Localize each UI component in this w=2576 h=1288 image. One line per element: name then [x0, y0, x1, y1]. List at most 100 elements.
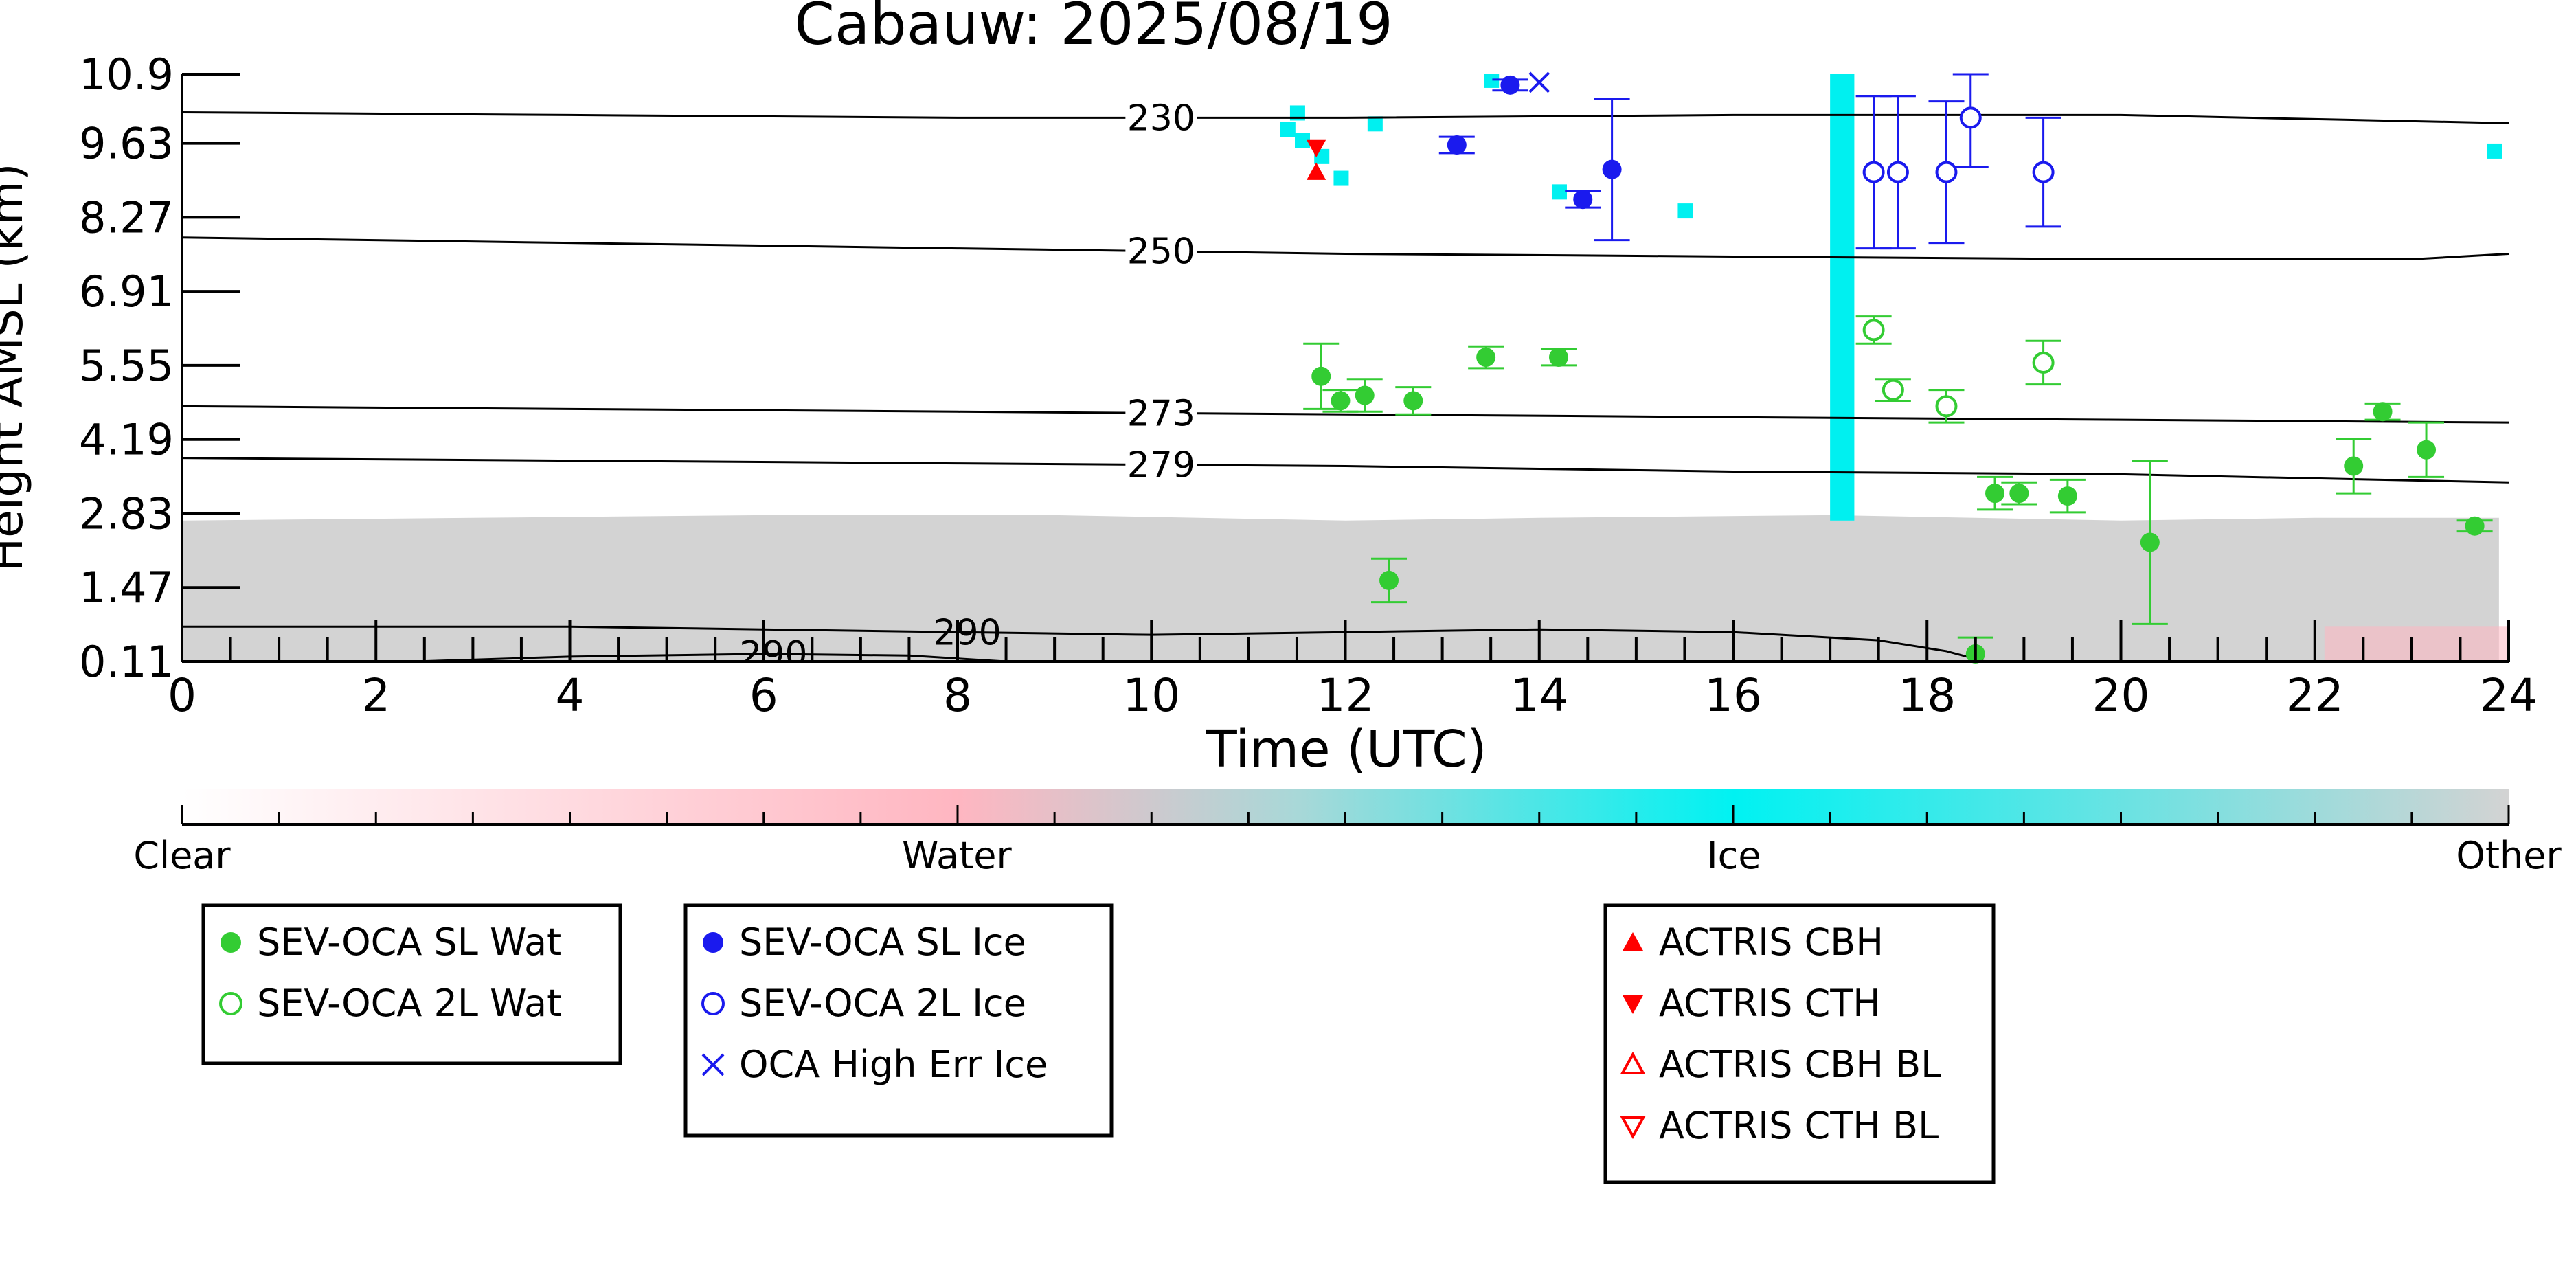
filled-circle-marker [1331, 391, 1351, 411]
colorbar-label: Ice [1707, 834, 1761, 877]
x-marker-stroke [701, 1053, 725, 1076]
colorbar-label: Water [902, 834, 1012, 877]
filled-circle-marker [1447, 135, 1467, 155]
isotherm-label-bg [1125, 396, 1197, 430]
open-circle-marker [1886, 161, 1909, 183]
y-axis-label: Height AMSL (km) [0, 163, 33, 572]
filled-circle-marker [703, 932, 723, 953]
y-tick-label: 9.63 [79, 119, 174, 169]
open-circle-marker [1935, 395, 1958, 418]
legend-entry-label: ACTRIS CBH [1659, 920, 1884, 964]
x-tick-label: 20 [2092, 669, 2150, 722]
triangle-marker [1307, 162, 1326, 180]
x-marker-stroke [1528, 71, 1550, 93]
x-tick-label: 4 [556, 669, 585, 722]
x-tick-label: 18 [1898, 669, 1956, 722]
open-circle-marker [1862, 161, 1885, 183]
ice-phase-patch [1484, 74, 1500, 88]
x-tick-label: 24 [2480, 669, 2538, 722]
filled-circle-marker [1476, 348, 1496, 368]
filled-circle-marker [2344, 456, 2364, 476]
triangle-marker [1620, 1051, 1646, 1074]
triangle-marker [1620, 1116, 1646, 1140]
x-tick-label: 12 [1317, 669, 1375, 722]
y-tick-label: 1.47 [79, 563, 174, 613]
legend-entry-label: ACTRIS CBH BL [1659, 1043, 1941, 1086]
filled-circle-marker [1573, 190, 1593, 210]
isotherm-label: 250 [1127, 231, 1195, 273]
legend-entry-label: SEV-OCA SL Ice [739, 920, 1026, 964]
open-circle-marker [701, 992, 725, 1015]
filled-circle-marker [1500, 75, 1520, 95]
legend-box [1603, 903, 1996, 1184]
y-tick-label: 5.55 [79, 341, 174, 391]
y-tick-label: 0.11 [79, 637, 174, 687]
y-tick-label: 6.91 [79, 267, 174, 317]
filled-circle-marker [221, 932, 241, 953]
isotherm-line [182, 457, 2509, 484]
open-circle-marker [1959, 106, 1982, 129]
open-circle-marker [1882, 379, 1904, 401]
legend-entry-label: ACTRIS CTH BL [1659, 1104, 1939, 1147]
isotherm-label: 273 [1127, 393, 1195, 434]
filled-circle-marker [1985, 484, 2005, 504]
error-bars [1303, 73, 2493, 663]
legend-box [201, 903, 622, 1065]
isotherm-lines: 230 250 273 279 290 290 [182, 98, 2509, 675]
other-phase-band [182, 515, 2499, 662]
phase-colorbar: Clear Water Ice Other [133, 789, 2562, 877]
ice-phase-patch [1294, 133, 1310, 148]
filled-circle-marker [1403, 391, 1423, 411]
legend-entry-label: SEV-OCA SL Wat [257, 920, 561, 964]
ice-phase-column [1830, 74, 1855, 521]
isotherm-line [182, 111, 2509, 124]
ice-phase-patch [1677, 203, 1693, 219]
ice-phase-patch [1367, 116, 1383, 132]
x-tick-label: 22 [2286, 669, 2344, 722]
ice-phase-patch [1551, 184, 1567, 200]
legend-entry-label: OCA High Err Ice [739, 1043, 1048, 1086]
legend-entry-label: ACTRIS CTH [1659, 982, 1881, 1025]
filled-circle-marker [2057, 486, 2077, 506]
filled-circle-marker [2140, 532, 2160, 552]
ice-phase-patch [1333, 170, 1349, 186]
ice-phase-patch [2487, 143, 2502, 159]
open-circle-marker [2032, 161, 2055, 183]
triangle-marker [1623, 995, 1643, 1014]
filled-circle-marker [2009, 484, 2029, 504]
filled-circle-marker [1548, 348, 1568, 368]
open-circle-marker [1862, 319, 1885, 341]
water-phase-patch [2324, 626, 2509, 662]
x-tick-label: 8 [943, 669, 972, 722]
filled-circle-marker [1379, 570, 1399, 590]
filled-circle-marker [2417, 440, 2437, 460]
isotherm-line [182, 236, 2509, 260]
isotherm-label-bg [1125, 101, 1197, 135]
x-tick-label: 0 [168, 669, 196, 722]
y-tick-label: 4.19 [79, 415, 174, 465]
isotherm-label: 290 [933, 612, 1001, 653]
filled-circle-marker [1602, 159, 1622, 179]
isotherm-label-bg [1125, 234, 1197, 268]
chart-title: Cabauw: 2025/08/19 [794, 0, 1392, 58]
triangle-marker [1623, 932, 1643, 951]
x-tick-label: 2 [361, 669, 390, 722]
y-tick-label: 10.9 [79, 49, 174, 100]
x-tick-label: 6 [749, 669, 778, 722]
legend-entry-label: SEV-OCA 2L Ice [739, 982, 1026, 1025]
filled-circle-marker [1355, 385, 1375, 405]
legends: SEV-OCA SL Wat SEV-OCA 2L Wat SEV-OCA SL I… [201, 903, 1996, 1184]
x-axis-label: Time (UTC) [1205, 720, 1487, 779]
isotherm-label: 290 [739, 634, 807, 675]
y-tick-label: 2.83 [79, 488, 174, 539]
filled-circle-marker [1311, 366, 1331, 386]
open-circle-marker [219, 992, 242, 1015]
isotherm-label: 279 [1127, 445, 1195, 486]
open-circle-marker [2032, 351, 2055, 374]
x-tick-label: 14 [1511, 669, 1568, 722]
cloud-phase-field [182, 74, 2509, 662]
x-tick-label: 10 [1122, 669, 1180, 722]
open-circle-marker [1935, 161, 1958, 183]
